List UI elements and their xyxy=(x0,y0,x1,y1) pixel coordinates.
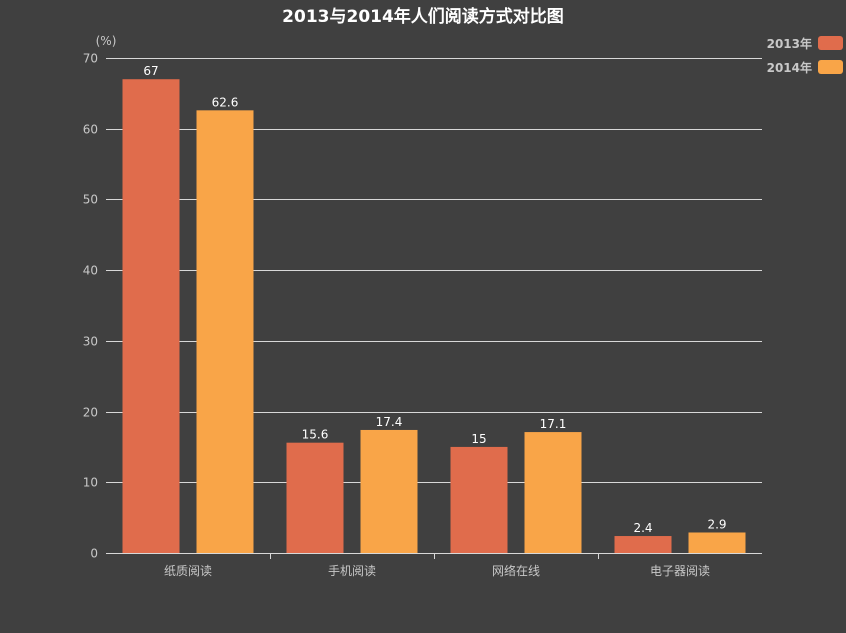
bar[interactable] xyxy=(614,536,672,553)
data-label: 15.6 xyxy=(302,428,329,442)
data-label: 17.4 xyxy=(376,415,403,429)
data-label: 67 xyxy=(143,64,158,78)
x-category-label: 纸质阅读 xyxy=(164,564,212,578)
y-axis-ticks: 0 10 20 30 40 50 60 70 xyxy=(83,52,98,561)
legend-swatch[interactable] xyxy=(818,36,843,50)
bar[interactable] xyxy=(196,110,254,553)
legend[interactable]: 2013年 2014年 xyxy=(767,36,843,75)
y-tick-label: 0 xyxy=(90,547,98,561)
legend-swatch[interactable] xyxy=(818,60,843,74)
data-label: 15 xyxy=(471,432,486,446)
y-tick-label: 60 xyxy=(83,123,98,137)
bar[interactable] xyxy=(286,442,344,553)
y-tick-label: 40 xyxy=(83,264,98,278)
data-label: 2.9 xyxy=(707,517,726,531)
x-axis: 纸质阅读 手机阅读 网络在线 电子器阅读 xyxy=(106,553,762,578)
bar[interactable] xyxy=(122,79,180,553)
y-tick-label: 50 xyxy=(83,193,98,207)
y-tick-label: 10 xyxy=(83,476,98,490)
y-tick-label: 30 xyxy=(83,335,98,349)
bars xyxy=(122,79,746,553)
legend-label[interactable]: 2013年 xyxy=(767,36,812,51)
data-labels: 67 15.6 15 2.4 62.6 17.4 17.1 2.9 xyxy=(143,64,726,535)
bar[interactable] xyxy=(524,432,582,553)
bar[interactable] xyxy=(450,446,508,553)
y-tick-label: 20 xyxy=(83,406,98,420)
data-label: 2.4 xyxy=(633,521,652,535)
legend-label[interactable]: 2014年 xyxy=(767,60,812,75)
chart-title: 2013与2014年人们阅读方式对比图 xyxy=(282,6,564,27)
data-label: 62.6 xyxy=(212,95,239,109)
bar[interactable] xyxy=(688,532,746,553)
y-tick-label: 70 xyxy=(83,52,98,66)
x-category-label: 网络在线 xyxy=(492,563,540,578)
bar[interactable] xyxy=(360,429,418,553)
y-axis-unit-label: (%) xyxy=(96,34,117,48)
x-category-label: 手机阅读 xyxy=(328,564,376,578)
x-category-label: 电子器阅读 xyxy=(650,564,710,578)
data-label: 17.1 xyxy=(540,417,567,431)
